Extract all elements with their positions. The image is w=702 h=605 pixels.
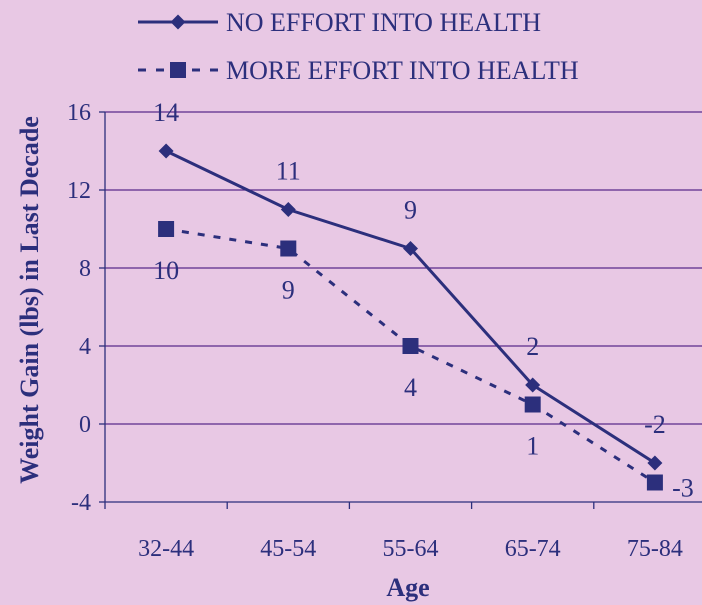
x-tick-label: 65-74 xyxy=(505,536,561,562)
y-tick-label: 0 xyxy=(79,412,91,438)
axes xyxy=(99,111,702,509)
series-layer: 14 11 9 2 -2 10 9 4 1 -3 xyxy=(153,98,694,503)
x-tick-label: 45-54 xyxy=(260,536,316,562)
data-point-square xyxy=(646,474,663,491)
y-tick-label: 16 xyxy=(67,100,91,126)
data-point-diamond xyxy=(158,143,174,159)
data-point-square xyxy=(280,240,297,257)
data-label: 14 xyxy=(153,98,179,127)
data-label: 11 xyxy=(276,157,301,186)
y-tick-label: 8 xyxy=(79,256,91,282)
data-label: 1 xyxy=(526,432,539,461)
x-tick-label: 75-84 xyxy=(627,536,683,562)
y-axis-title: Weight Gain (lbs) in Last Decade xyxy=(15,116,44,484)
legend: NO EFFORT INTO HEALTH MORE EFFORT INTO HE… xyxy=(138,8,579,85)
series-line xyxy=(165,227,656,484)
data-point-diamond xyxy=(403,241,418,256)
x-tick-label: 55-64 xyxy=(383,536,439,562)
data-point-diamond xyxy=(280,202,296,217)
legend-marker xyxy=(170,62,186,78)
data-label: -2 xyxy=(644,410,666,439)
data-label: 10 xyxy=(153,256,179,285)
x-axis-title: Age xyxy=(386,573,429,602)
data-point-diamond xyxy=(525,377,541,393)
data-label: 4 xyxy=(404,373,417,402)
data-label: 2 xyxy=(526,332,539,361)
y-tick-label: 12 xyxy=(67,178,91,204)
data-point-square xyxy=(158,221,175,237)
x-tick-labels: 32-44 45-54 55-64 65-74 75-84 xyxy=(138,536,683,562)
data-label: 9 xyxy=(404,196,417,225)
series-1: 10 9 4 1 -3 xyxy=(153,221,694,503)
data-point-diamond xyxy=(647,455,663,471)
legend-label: MORE EFFORT INTO HEALTH xyxy=(226,56,579,85)
legend-label: NO EFFORT INTO HEALTH xyxy=(226,8,541,37)
legend-entry-1: MORE EFFORT INTO HEALTH xyxy=(138,56,579,85)
data-label: 9 xyxy=(282,276,295,305)
data-point-square xyxy=(524,396,541,413)
legend-entry-0: NO EFFORT INTO HEALTH xyxy=(138,8,541,37)
y-tick-labels: 16 12 8 4 0 -4 xyxy=(67,100,91,516)
legend-marker xyxy=(170,14,186,30)
y-tick-label: -4 xyxy=(71,490,91,516)
gridlines xyxy=(105,111,702,425)
data-label: -3 xyxy=(672,474,694,503)
x-tick-label: 32-44 xyxy=(138,536,194,562)
data-point-square xyxy=(402,338,419,354)
y-tick-label: 4 xyxy=(79,334,91,360)
